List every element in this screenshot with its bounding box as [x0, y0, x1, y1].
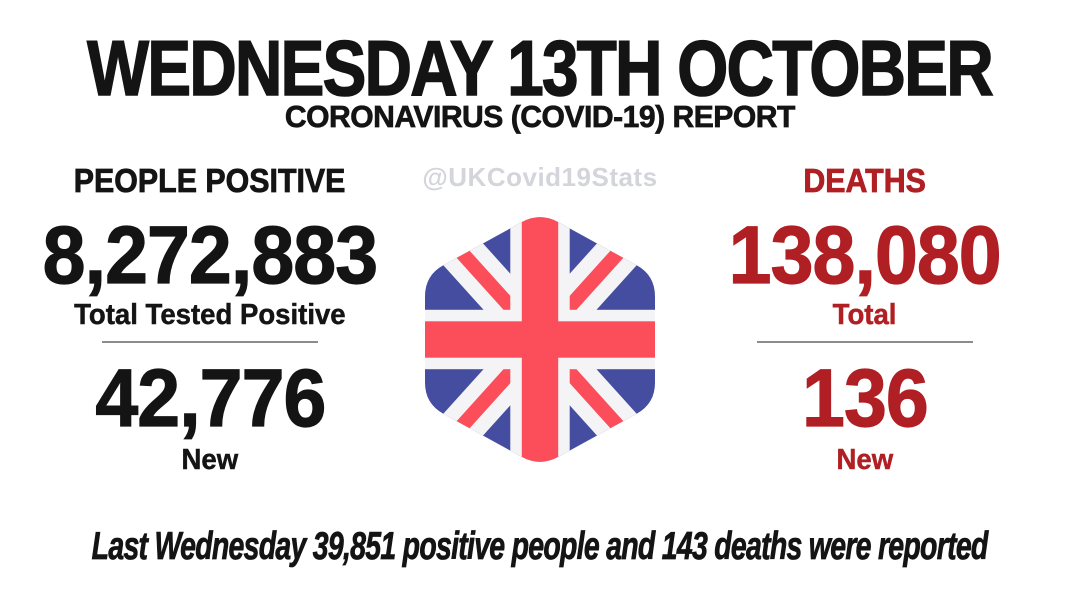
positive-divider	[102, 341, 318, 343]
page-subtitle: CORONAVIRUS (COVID-19) REPORT	[0, 99, 1080, 135]
page-title-text: WEDNESDAY 13TH OCTOBER	[87, 23, 995, 113]
deaths-divider	[757, 341, 973, 343]
deaths-total-label: Total	[833, 299, 897, 331]
deaths-heading: DEATHS	[803, 162, 927, 199]
deaths-section: DEATHS 138,080 Total 136 New	[680, 0, 1050, 608]
deaths-new-value: 136	[802, 353, 930, 444]
positive-total-value: 8,272,883	[42, 210, 379, 301]
deaths-new-label: New	[836, 444, 894, 476]
positive-new-value: 42,776	[94, 353, 326, 444]
uk-flag-hexagon-icon	[425, 212, 655, 467]
deaths-total-value: 138,080	[728, 210, 1002, 301]
footer-note: Last Wednesday 39,851 positive people an…	[0, 525, 1080, 569]
watermark: @UKCovid19Stats	[0, 162, 1080, 193]
watermark-text: @UKCovid19Stats	[422, 162, 658, 192]
positive-heading: PEOPLE POSITIVE	[74, 162, 346, 199]
positive-new-label: New	[181, 444, 239, 476]
uk-flag-svg	[425, 217, 655, 462]
page-subtitle-text: CORONAVIRUS (COVID-19) REPORT	[285, 99, 796, 135]
footer-note-text: Last Wednesday 39,851 positive people an…	[92, 525, 989, 569]
positive-total-label: Total Tested Positive	[74, 299, 346, 331]
page-title: WEDNESDAY 13TH OCTOBER	[0, 23, 1080, 114]
flag-red-cross-horizontal	[425, 321, 655, 358]
positive-section: PEOPLE POSITIVE 8,272,883 Total Tested P…	[27, 0, 393, 608]
